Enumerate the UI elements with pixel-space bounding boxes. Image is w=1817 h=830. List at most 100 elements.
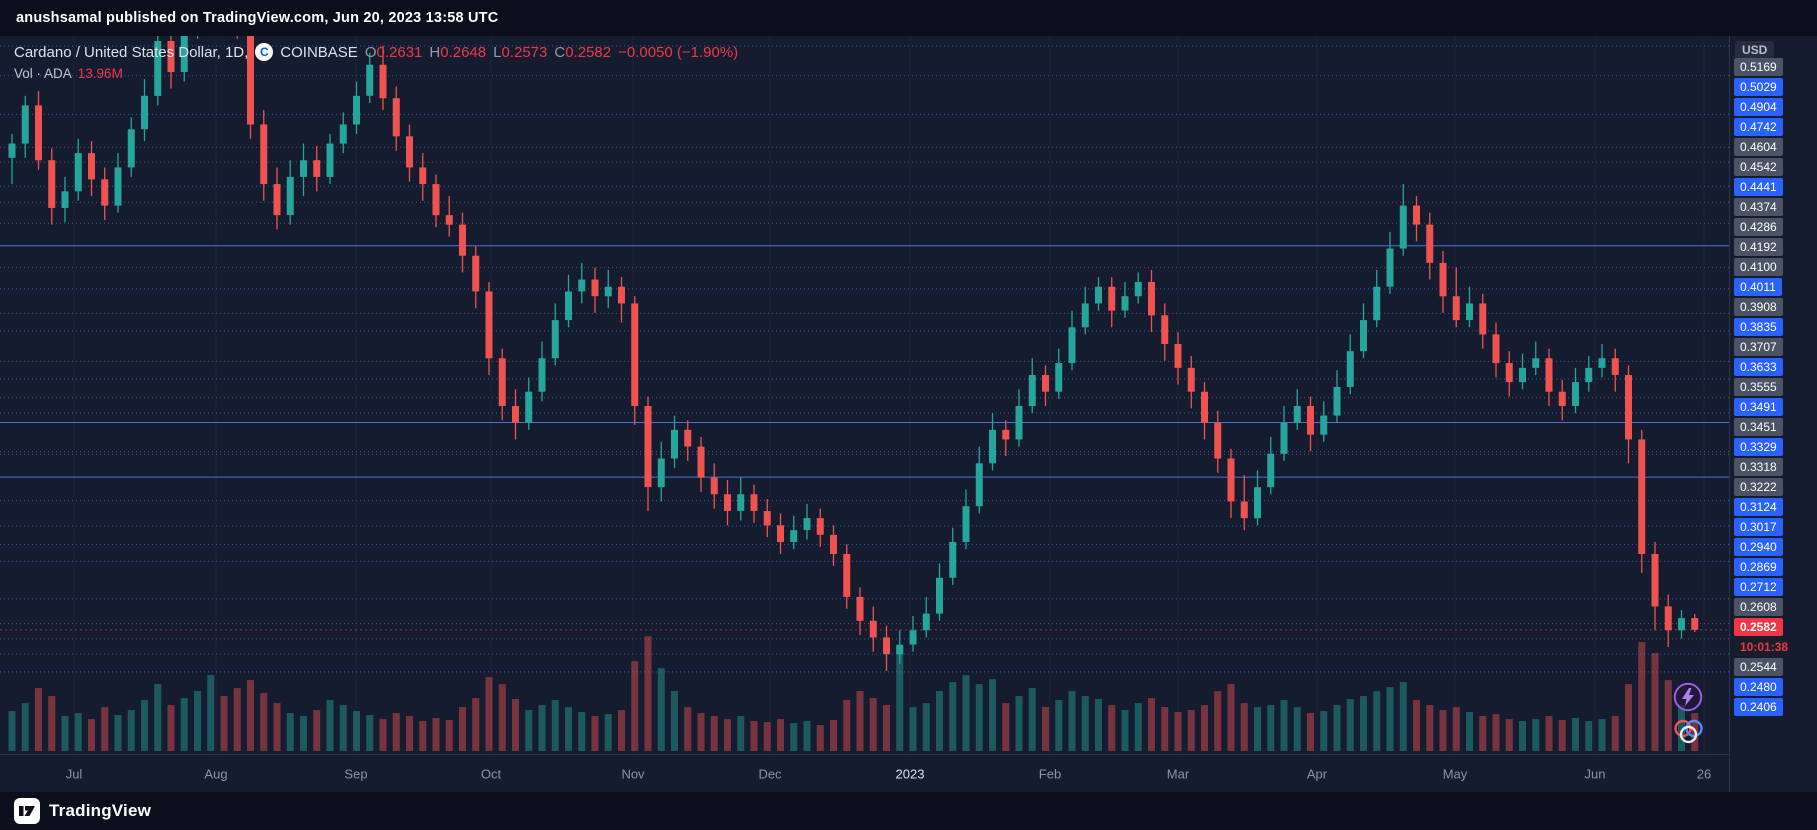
candle-body xyxy=(1121,296,1129,311)
lightning-bolt-icon xyxy=(1673,682,1703,712)
volume-bar xyxy=(247,680,254,752)
candle-body xyxy=(1293,405,1301,423)
time-axis[interactable]: Jul Aug Sep Oct Nov Dec 2023 Feb Mar Apr May Jun 26 xyxy=(0,754,1729,792)
volume-bar xyxy=(724,719,731,752)
candle-body xyxy=(48,160,56,208)
time-tick: 26 xyxy=(1696,766,1712,781)
publish-bar: anushsamal published on TradingView.com,… xyxy=(0,0,1817,36)
volume-bar xyxy=(127,710,135,752)
volume-bar xyxy=(883,705,890,752)
volume-bar xyxy=(591,716,599,752)
candle-body xyxy=(1174,343,1182,368)
volume-bar xyxy=(909,707,917,752)
candle-body xyxy=(88,153,95,180)
candle-body xyxy=(366,64,374,96)
footer-brand[interactable]: TradingView xyxy=(49,801,152,820)
tradingview-logo-icon[interactable] xyxy=(14,798,40,824)
volume-bar xyxy=(525,710,533,752)
candle-body xyxy=(777,525,784,542)
candle-body xyxy=(419,167,427,185)
candle-body xyxy=(989,429,996,464)
volume-bar xyxy=(459,707,466,752)
reactions-badge[interactable] xyxy=(1672,716,1706,746)
candle-body xyxy=(445,215,453,225)
volume-bar xyxy=(498,684,506,752)
candle-body xyxy=(1492,334,1500,364)
volume-bar xyxy=(512,699,519,752)
volume-bar xyxy=(936,691,943,752)
candle-body xyxy=(710,477,718,495)
price-level-label: 0.4192 xyxy=(1734,238,1783,256)
volume-bar xyxy=(1240,703,1248,752)
candle-body xyxy=(763,511,771,526)
volume-bar xyxy=(1452,707,1460,752)
price-level-label: 0.3908 xyxy=(1734,298,1783,316)
candle-body xyxy=(525,391,533,423)
time-tick: Mar xyxy=(1166,766,1190,781)
coinbase-logo-icon: C xyxy=(255,43,274,61)
volume-bar xyxy=(326,700,334,752)
volume-bar xyxy=(618,710,625,752)
candle-body xyxy=(1664,606,1672,631)
candle-body xyxy=(459,224,466,256)
candle-body xyxy=(260,124,268,185)
volume-label[interactable]: Vol · ADA xyxy=(14,66,72,81)
candle-body xyxy=(1439,262,1447,297)
candle-body xyxy=(1002,429,1010,440)
volume-bar xyxy=(207,675,215,752)
volume-bar xyxy=(1187,710,1195,752)
volume-bar xyxy=(154,684,162,752)
price-level-label: 0.3451 xyxy=(1734,418,1783,436)
current-price-label: 0.2582 xyxy=(1734,618,1783,636)
volume-bar xyxy=(989,679,996,752)
candle-body xyxy=(1187,367,1195,392)
candle-body xyxy=(1095,286,1102,304)
exchange-name[interactable]: COINBASE xyxy=(280,43,358,61)
currency-label[interactable]: USD xyxy=(1735,41,1775,59)
candle-body xyxy=(869,620,877,638)
candle-body xyxy=(896,644,904,655)
chart-plot[interactable]: Cardano / United States Dollar, 1D, C CO… xyxy=(0,36,1729,754)
candle-body xyxy=(1678,618,1685,631)
symbol-title[interactable]: Cardano / United States Dollar, 1D, xyxy=(14,43,249,61)
volume-bar xyxy=(8,711,16,752)
volume-bar xyxy=(1479,716,1487,752)
candlestick-chart[interactable] xyxy=(0,36,1729,754)
volume-bar xyxy=(843,700,851,752)
price-axis[interactable]: USD 0.5169 0.5029 0.4904 0.4742 0.4604 0.4542… xyxy=(1729,36,1817,792)
ohlc-close: C 0.2582 xyxy=(554,43,612,61)
candle-body xyxy=(1505,363,1513,383)
price-level-label: 0.5169 xyxy=(1734,58,1783,76)
candle-body xyxy=(618,286,625,304)
price-level-label: 0.4374 xyxy=(1734,198,1783,216)
price-level-label: 0.4100 xyxy=(1734,258,1783,276)
volume-bar xyxy=(565,707,572,752)
volume-bar xyxy=(949,682,957,752)
candle-body xyxy=(485,291,493,359)
volume-bar xyxy=(1214,691,1222,752)
candle-body xyxy=(565,291,572,321)
volume-bar xyxy=(1413,700,1420,752)
candle-body xyxy=(1466,303,1473,321)
candle-body xyxy=(1333,386,1341,416)
volume-bar xyxy=(697,713,705,752)
candle-body xyxy=(1360,320,1367,352)
volume-bar xyxy=(419,721,427,752)
boost-button[interactable] xyxy=(1673,682,1703,712)
volume-bar xyxy=(1174,712,1182,752)
price-level-label: 0.5029 xyxy=(1734,78,1783,96)
candle-body xyxy=(1373,286,1381,321)
volume-bar xyxy=(1373,691,1381,752)
price-level-label: 0.3633 xyxy=(1734,358,1783,376)
volume-bar xyxy=(1307,713,1314,752)
price-level-label: 0.4441 xyxy=(1734,178,1783,196)
candle-body xyxy=(247,36,254,125)
candle-body xyxy=(167,40,175,73)
volume-bar xyxy=(233,688,241,752)
candle-body xyxy=(1452,296,1460,321)
candle-body xyxy=(1638,439,1646,554)
publish-text: anushsamal published on TradingView.com,… xyxy=(16,10,499,26)
volume-bar xyxy=(1466,712,1473,752)
candle-body xyxy=(816,518,824,535)
candle-body xyxy=(1386,248,1394,287)
